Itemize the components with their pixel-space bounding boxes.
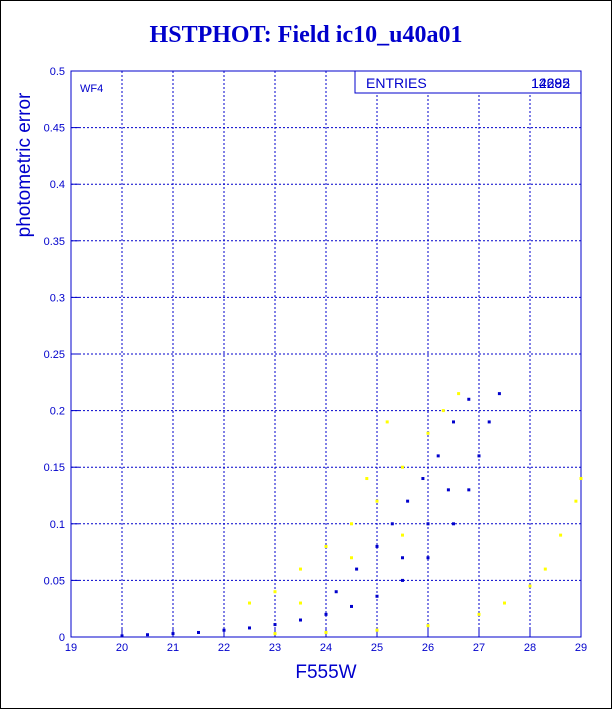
- data-point: [426, 556, 430, 560]
- x-axis-label: F555W: [295, 662, 356, 683]
- panel-label: WF4: [80, 83, 103, 95]
- data-point: [146, 633, 149, 637]
- series-1: [248, 392, 583, 636]
- y-tick-label: 0.5: [50, 66, 65, 78]
- y-tick-label: 0: [59, 632, 65, 644]
- data-point: [467, 488, 471, 492]
- stats-label: ENTRIES: [366, 75, 427, 91]
- data-point: [248, 626, 251, 630]
- data-point: [273, 623, 277, 627]
- data-point: [579, 477, 583, 481]
- x-tick-label: 26: [422, 642, 434, 654]
- x-tick-label: 29: [575, 642, 587, 654]
- data-point: [350, 556, 353, 560]
- y-tick-label: 0.3: [50, 292, 65, 304]
- y-tick-label: 0.2: [50, 406, 65, 418]
- y-tick-label: 0.25: [44, 349, 65, 361]
- grid: [70, 70, 582, 638]
- data-point: [248, 601, 251, 605]
- data-point: [171, 632, 175, 636]
- data-point: [426, 624, 430, 628]
- y-tick-label: 0.05: [44, 575, 65, 587]
- data-point: [477, 454, 481, 458]
- stats-value-2: 14282: [531, 75, 570, 91]
- y-tick-label: 0.35: [44, 236, 65, 248]
- data-point: [299, 567, 302, 571]
- data-point: [350, 604, 353, 608]
- data-point: [574, 499, 578, 503]
- x-tick-label: 25: [371, 642, 383, 654]
- data-point: [401, 533, 404, 537]
- data-point: [390, 522, 394, 526]
- data-point: [467, 397, 471, 401]
- data-point: [497, 392, 501, 396]
- data-point: [273, 632, 277, 636]
- stats-value-1: 12695: [531, 75, 570, 91]
- data-point: [441, 409, 445, 413]
- data-point: [401, 465, 404, 469]
- x-tick-label: 19: [65, 642, 77, 654]
- data-point: [543, 567, 547, 571]
- data-point: [528, 584, 532, 588]
- data-point: [457, 392, 461, 396]
- data-point: [426, 522, 430, 526]
- data-point: [365, 477, 369, 481]
- data-point: [452, 420, 455, 424]
- data-point: [503, 601, 506, 605]
- data-point: [406, 499, 410, 503]
- data-point: [197, 630, 200, 634]
- data-point: [375, 499, 379, 503]
- y-tick-label: 0.45: [44, 123, 65, 135]
- series-0: [120, 392, 501, 638]
- data-point: [446, 488, 450, 492]
- y-tick-label: 0.1: [50, 519, 65, 531]
- data-point: [324, 544, 328, 548]
- data-point: [355, 567, 359, 571]
- chart-title: HSTPHOT: Field ic10_u40a01: [149, 22, 463, 48]
- data-point: [436, 454, 440, 458]
- x-tick-label: 28: [524, 642, 536, 654]
- stats-box: [354, 70, 582, 94]
- data-point: [299, 601, 302, 605]
- data-point: [324, 630, 328, 634]
- x-tick-label: 23: [269, 642, 281, 654]
- data-points: [120, 392, 583, 638]
- data-point: [559, 533, 563, 537]
- data-point: [401, 578, 404, 582]
- data-point: [375, 594, 379, 598]
- data-point: [273, 590, 277, 594]
- data-point: [487, 420, 491, 424]
- data-point: [375, 628, 379, 632]
- x-tick-label: 20: [116, 642, 128, 654]
- x-tick-label: 24: [320, 642, 332, 654]
- data-point: [375, 544, 379, 548]
- y-tick-label: 0.4: [50, 179, 65, 191]
- x-tick-labels: 19 20 21 22 23 24 25 26 27 28 29: [65, 642, 587, 654]
- y-tick-label: 0.15: [44, 462, 65, 474]
- data-point: [452, 522, 455, 526]
- y-tick-labels: 0 0.05 0.1 0.15 0.2 0.25 0.3 0.35 0.4 0.45 0.5: [44, 66, 65, 644]
- data-point: [401, 556, 404, 560]
- data-point: [421, 477, 425, 481]
- data-point: [385, 420, 389, 424]
- x-tick-label: 21: [167, 642, 179, 654]
- data-point: [334, 590, 338, 594]
- y-axis-label: photometric error: [14, 92, 35, 237]
- x-tick-label: 27: [473, 642, 485, 654]
- data-point: [299, 618, 302, 622]
- data-point: [477, 612, 481, 616]
- data-point: [222, 628, 226, 632]
- data-point: [426, 431, 430, 435]
- data-point: [350, 522, 353, 526]
- data-point: [324, 612, 328, 616]
- data-point: [120, 634, 124, 638]
- x-tick-label: 22: [218, 642, 230, 654]
